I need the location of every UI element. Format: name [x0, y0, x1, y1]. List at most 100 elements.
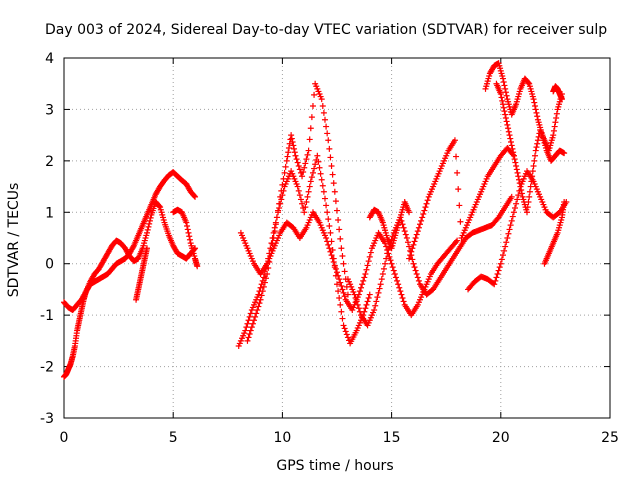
data-point	[376, 285, 383, 292]
data-point	[517, 183, 524, 190]
data-point	[321, 195, 328, 202]
data-point	[561, 199, 568, 205]
data-point	[309, 169, 316, 176]
data-point	[324, 238, 331, 245]
data-point	[451, 137, 458, 144]
data-point	[319, 103, 326, 109]
data-point	[341, 293, 348, 300]
data-point	[282, 163, 289, 170]
data-point	[354, 301, 361, 308]
data-point	[311, 165, 318, 172]
x-tick-label: 10	[273, 430, 291, 446]
data-point	[424, 197, 431, 204]
data-point	[422, 204, 429, 211]
data-point	[323, 202, 330, 209]
data-point	[263, 275, 270, 282]
data-point	[378, 276, 385, 283]
data-point	[421, 207, 428, 214]
data-point	[247, 310, 254, 317]
data-point	[340, 322, 347, 329]
data-point	[340, 289, 347, 296]
y-tick-label: 1	[45, 205, 54, 221]
data-point	[245, 334, 252, 341]
data-point	[145, 223, 152, 230]
data-point	[301, 164, 308, 171]
data-point	[283, 157, 290, 164]
data-point	[510, 149, 517, 156]
data-point	[332, 198, 339, 205]
data-point	[331, 188, 338, 195]
data-point	[191, 193, 198, 199]
data-point	[257, 284, 264, 291]
data-point	[532, 103, 539, 109]
data-point	[454, 169, 461, 176]
data-point	[504, 235, 511, 241]
data-point	[411, 238, 418, 245]
ticks: 0 5 10 15 20 25 -3 -2 -1 0 1 2 3 4	[40, 51, 619, 446]
data-marks	[61, 60, 570, 380]
data-point	[512, 159, 519, 166]
data-point	[336, 295, 343, 301]
data-point	[496, 264, 503, 271]
data-point	[352, 295, 359, 301]
data-point	[390, 267, 397, 274]
data-point	[192, 193, 199, 200]
data-point	[308, 174, 315, 181]
data-point	[341, 268, 348, 275]
data-point	[339, 286, 346, 293]
data-point	[300, 169, 307, 175]
data-point	[242, 327, 249, 334]
data-point	[398, 291, 405, 298]
data-point	[275, 207, 282, 214]
data-point	[270, 235, 277, 241]
data-point	[389, 264, 396, 271]
data-point	[529, 168, 536, 175]
data-point	[319, 182, 326, 189]
data-point	[533, 144, 540, 151]
data-point	[324, 130, 331, 137]
data-point	[391, 271, 398, 277]
data-point	[532, 147, 539, 154]
data-point	[317, 170, 324, 177]
data-point	[406, 243, 413, 250]
data-point	[388, 260, 395, 267]
data-point	[410, 260, 417, 267]
data-point	[186, 236, 193, 243]
data-point	[306, 183, 313, 190]
data-point	[259, 288, 266, 295]
data-point	[513, 200, 520, 207]
y-tick-label: 3	[45, 102, 54, 118]
data-point	[416, 221, 423, 228]
data-point	[508, 193, 515, 200]
data-point	[253, 310, 260, 317]
data-point	[518, 187, 525, 193]
data-point	[493, 274, 500, 281]
data-point	[507, 135, 514, 142]
data-point	[297, 196, 304, 203]
data-point	[492, 277, 499, 284]
data-point	[363, 301, 370, 308]
data-point	[400, 224, 407, 231]
data-point	[271, 228, 278, 235]
data-point	[499, 252, 506, 259]
data-point	[316, 164, 323, 171]
data-point	[453, 153, 460, 160]
data-point	[534, 113, 541, 120]
data-point	[290, 142, 297, 149]
data-point	[385, 247, 392, 253]
data-point	[491, 281, 498, 288]
data-point	[399, 295, 406, 301]
data-point	[502, 111, 509, 118]
data-point	[413, 231, 420, 238]
data-point	[552, 119, 559, 126]
data-point	[288, 132, 295, 139]
data-point	[533, 109, 540, 116]
data-point	[278, 187, 285, 194]
data-point	[379, 271, 386, 277]
data-point	[534, 140, 541, 147]
data-point	[553, 115, 560, 121]
data-point	[246, 313, 253, 320]
x-tick-label: 25	[601, 430, 619, 446]
data-point	[247, 327, 254, 334]
data-point	[337, 235, 344, 242]
